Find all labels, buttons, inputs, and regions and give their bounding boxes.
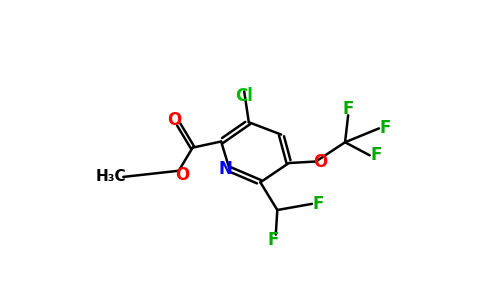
Text: F: F	[379, 119, 391, 137]
Text: F: F	[370, 146, 381, 164]
Text: O: O	[313, 152, 328, 170]
Text: O: O	[175, 166, 189, 184]
Text: F: F	[267, 231, 278, 249]
Text: F: F	[343, 100, 354, 118]
Text: F: F	[313, 195, 324, 213]
Text: H₃C: H₃C	[96, 169, 126, 184]
Text: N: N	[218, 160, 232, 178]
Text: O: O	[167, 111, 181, 129]
Text: Cl: Cl	[235, 87, 253, 105]
